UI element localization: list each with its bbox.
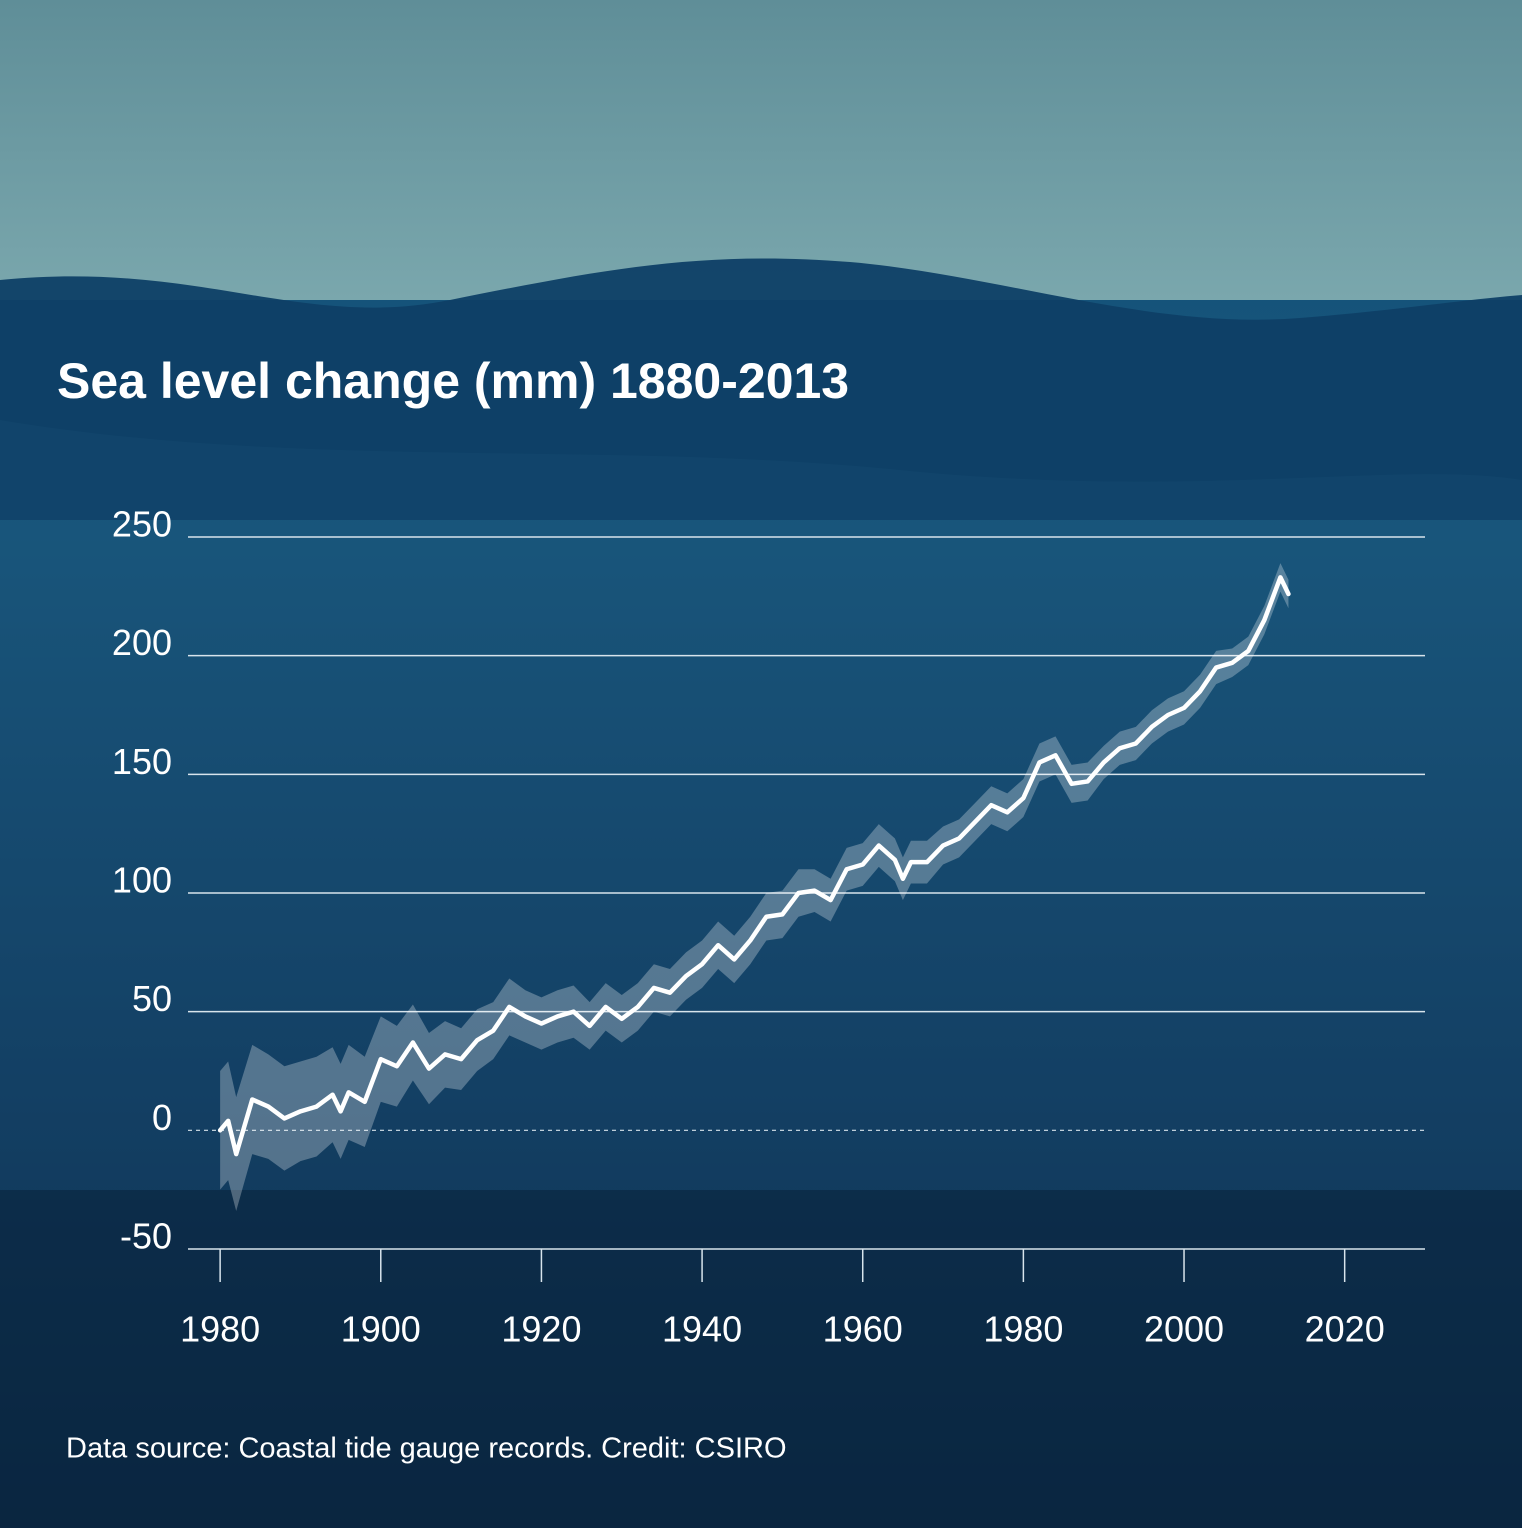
x-tick-label: 1980 (180, 1309, 260, 1350)
water-surface (0, 258, 1522, 520)
x-tick-label: 2020 (1305, 1309, 1385, 1350)
y-tick-label: 200 (112, 622, 172, 663)
source-note: Data source: Coastal tide gauge records.… (66, 1433, 787, 1465)
floor-shadow (0, 1190, 1522, 1528)
y-tick-label: 150 (112, 741, 172, 782)
y-tick-label: 100 (112, 860, 172, 901)
x-tick-label: 1900 (341, 1309, 421, 1350)
x-tick-label: 1920 (501, 1309, 581, 1350)
plot-area: -50 0 50 100 150 200 250 1980 1900 1920 1940 1960 19… (112, 504, 1425, 1350)
x-tick-label: 2000 (1144, 1309, 1224, 1350)
y-tick-label: 50 (132, 978, 172, 1019)
x-tick-label: 1960 (823, 1309, 903, 1350)
data-line (217, 575, 1291, 1157)
uncertainty-band (220, 563, 1289, 1212)
ceiling (0, 0, 1522, 300)
chart-title: Sea level change (mm) 1880-2013 (57, 353, 849, 409)
x-tick-label: 1940 (662, 1309, 742, 1350)
y-tick-label: -50 (120, 1216, 172, 1257)
y-tick-label: 250 (112, 504, 172, 545)
y-tick-label: 0 (152, 1097, 172, 1138)
x-tick-label: 1980 (983, 1309, 1063, 1350)
